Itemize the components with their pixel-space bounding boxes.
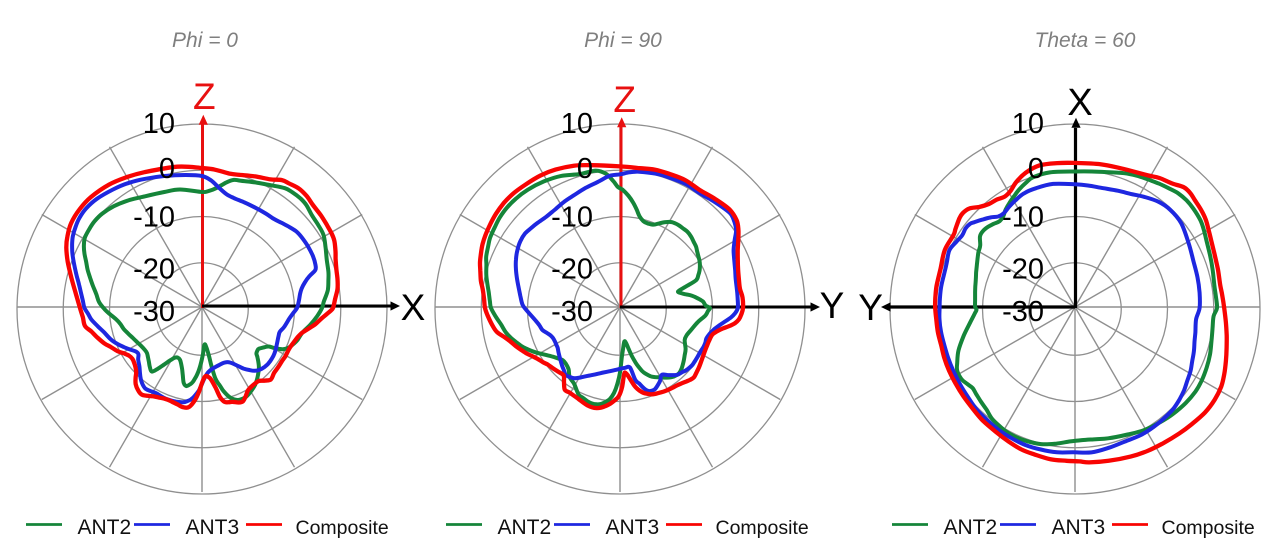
svg-text:ANT3: ANT3 [1052, 516, 1106, 539]
svg-text:10: 10 [143, 108, 175, 140]
svg-text:Composite: Composite [716, 517, 809, 539]
svg-text:Composite: Composite [296, 517, 389, 539]
svg-text:ANT3: ANT3 [606, 516, 660, 539]
svg-text:-10: -10 [133, 202, 175, 234]
svg-text:-10: -10 [1002, 202, 1044, 234]
svg-text:0: 0 [159, 153, 175, 185]
svg-text:Z: Z [613, 79, 636, 120]
svg-text:-30: -30 [551, 296, 593, 328]
svg-text:-20: -20 [551, 254, 593, 286]
svg-text:-30: -30 [133, 296, 175, 328]
svg-text:-20: -20 [1002, 254, 1044, 286]
svg-text:Composite: Composite [1162, 517, 1255, 539]
svg-text:ANT2: ANT2 [78, 516, 132, 539]
svg-text:Phi = 0: Phi = 0 [172, 29, 238, 52]
svg-text:-20: -20 [133, 254, 175, 286]
svg-text:Z: Z [193, 76, 216, 117]
svg-text:Y: Y [820, 285, 845, 326]
svg-text:0: 0 [1028, 153, 1044, 185]
svg-text:Theta = 60: Theta = 60 [1035, 29, 1136, 52]
svg-text:ANT2: ANT2 [498, 516, 552, 539]
svg-text:Phi = 90: Phi = 90 [584, 29, 662, 52]
svg-text:X: X [401, 287, 426, 328]
svg-text:ANT3: ANT3 [186, 516, 240, 539]
svg-text:0: 0 [577, 153, 593, 185]
svg-text:Y: Y [858, 287, 883, 328]
svg-text:10: 10 [1012, 108, 1044, 140]
svg-text:ANT2: ANT2 [944, 516, 998, 539]
svg-text:10: 10 [561, 108, 593, 140]
svg-text:X: X [1067, 82, 1092, 124]
svg-text:-30: -30 [1002, 296, 1044, 328]
svg-text:-10: -10 [551, 202, 593, 234]
